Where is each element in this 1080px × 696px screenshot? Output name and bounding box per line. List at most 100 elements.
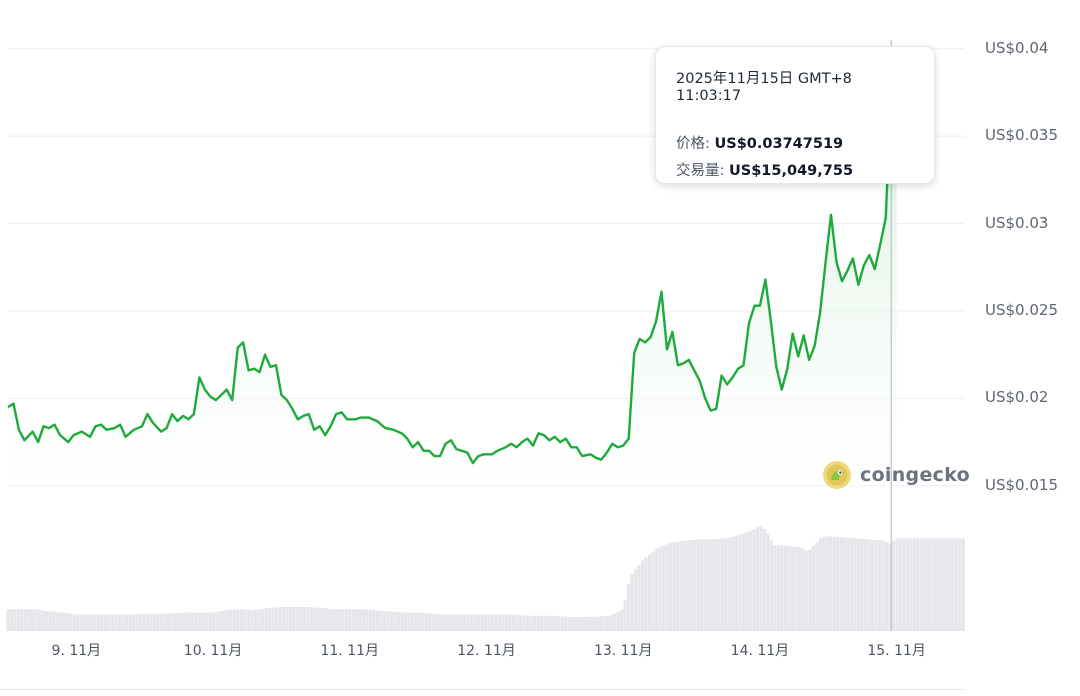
volume-bar bbox=[599, 616, 603, 631]
volume-bar bbox=[808, 549, 812, 631]
volume-bar bbox=[490, 614, 495, 631]
volume-bar bbox=[619, 609, 624, 631]
tooltip-volume-value: US$15,049,755 bbox=[729, 163, 854, 179]
volume-bar bbox=[797, 546, 801, 631]
x-tick-label: 15. 11月 bbox=[867, 643, 926, 659]
volume-bar bbox=[916, 538, 920, 631]
volume-bar bbox=[470, 614, 474, 631]
volume-bar bbox=[567, 616, 571, 631]
volume-bar bbox=[83, 614, 87, 631]
volume-bar bbox=[654, 548, 659, 631]
x-tick-label: 10. 11月 bbox=[183, 643, 243, 659]
volume-bar bbox=[62, 612, 66, 631]
volume-bar bbox=[431, 613, 435, 631]
volume-bar bbox=[382, 610, 387, 631]
volume-bar bbox=[832, 536, 836, 631]
volume-bar bbox=[358, 609, 362, 631]
volume-bar bbox=[494, 614, 498, 631]
volume-bar bbox=[829, 536, 833, 631]
volume-bar bbox=[769, 540, 774, 631]
volume-bar bbox=[532, 615, 537, 631]
volume-bar bbox=[104, 614, 108, 631]
x-tick-label: 14. 11月 bbox=[730, 643, 790, 659]
volume-bar bbox=[131, 614, 136, 631]
volume-bar bbox=[930, 538, 934, 631]
volume-bar bbox=[407, 612, 411, 631]
volume-bar bbox=[424, 613, 428, 631]
volume-bar bbox=[958, 538, 962, 631]
y-tick-label: US$0.035 bbox=[985, 126, 1058, 145]
volume-bar bbox=[870, 539, 875, 631]
volume-bar bbox=[410, 612, 415, 631]
volume-bar bbox=[679, 541, 683, 631]
volume-bar bbox=[438, 614, 442, 631]
tooltip-price-label: 价格: bbox=[676, 136, 710, 152]
volume-bar bbox=[386, 611, 390, 631]
volume-bar bbox=[274, 607, 279, 631]
volume-bar bbox=[271, 607, 275, 631]
volume-bar bbox=[177, 613, 181, 631]
volume-bar bbox=[623, 600, 627, 631]
volume-bar bbox=[525, 615, 530, 631]
volume-bar bbox=[229, 609, 233, 631]
volume-bar bbox=[44, 610, 48, 631]
volume-bar bbox=[121, 614, 125, 631]
volume-bar bbox=[553, 615, 557, 631]
y-tick-label: US$0.015 bbox=[985, 475, 1058, 494]
volume-bar bbox=[100, 614, 104, 631]
volume-bar bbox=[152, 613, 157, 631]
coingecko-watermark: coingecko bbox=[822, 460, 970, 490]
volume-bar bbox=[574, 616, 578, 631]
volume-bar bbox=[843, 537, 847, 631]
volume-bar bbox=[135, 614, 139, 631]
volume-bar bbox=[860, 538, 864, 631]
volume-bar bbox=[787, 546, 791, 631]
volume-bar bbox=[253, 610, 258, 631]
volume-bar bbox=[616, 611, 620, 631]
volume-bar bbox=[72, 614, 76, 631]
volume-bar bbox=[874, 539, 878, 631]
volume-bar bbox=[825, 536, 829, 631]
volume-bar bbox=[668, 542, 672, 631]
volume-bar bbox=[546, 615, 550, 631]
y-tick-label: US$0.03 bbox=[985, 213, 1049, 232]
volume-bar bbox=[850, 538, 854, 631]
volume-bar bbox=[940, 538, 944, 631]
coingecko-gecko-logo-icon bbox=[823, 461, 851, 489]
volume-bar bbox=[288, 607, 292, 631]
volume-bar bbox=[473, 614, 477, 631]
x-tick-label: 12. 11月 bbox=[457, 643, 516, 659]
volume-bar bbox=[515, 614, 519, 631]
volume-bar bbox=[480, 614, 484, 631]
volume-bar bbox=[449, 614, 453, 631]
volume-bar bbox=[351, 609, 355, 631]
volume-bar bbox=[243, 609, 247, 631]
volume-bar bbox=[233, 609, 237, 631]
volume-bar bbox=[445, 614, 449, 631]
volume-bar bbox=[110, 614, 115, 631]
volume-bar bbox=[539, 615, 543, 631]
volume-bar bbox=[891, 540, 896, 631]
volume-bar bbox=[48, 611, 52, 631]
volume-bar bbox=[417, 612, 421, 631]
volume-bar bbox=[571, 616, 575, 631]
volume-bar bbox=[309, 607, 313, 631]
volume-bar bbox=[954, 538, 958, 631]
volume-bar bbox=[640, 560, 645, 631]
volume-bar bbox=[867, 539, 871, 631]
volume-bar bbox=[613, 613, 617, 631]
volume-bar bbox=[302, 607, 306, 631]
volume-bar bbox=[278, 607, 282, 631]
volume-bar bbox=[578, 616, 582, 631]
volume-bar bbox=[208, 612, 212, 631]
volume-bar bbox=[9, 609, 14, 631]
volume-bar bbox=[138, 613, 143, 631]
volume-bar bbox=[804, 550, 808, 631]
volume-bar bbox=[560, 616, 564, 631]
volume-bar bbox=[836, 536, 840, 631]
volume-bar bbox=[149, 613, 153, 631]
volume-bar bbox=[156, 613, 160, 631]
volume-bar bbox=[703, 539, 707, 631]
volume-bar bbox=[65, 613, 69, 631]
